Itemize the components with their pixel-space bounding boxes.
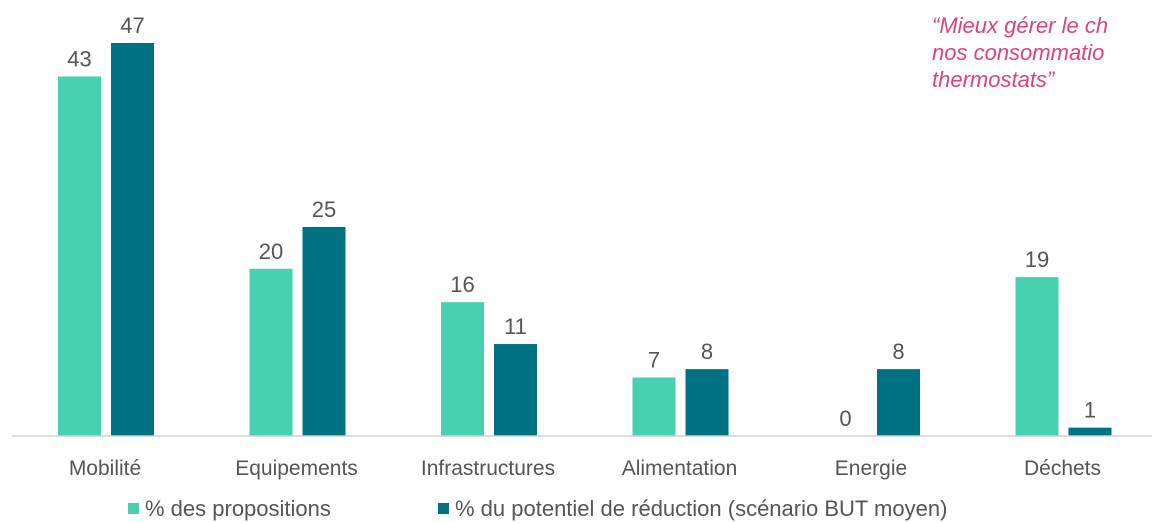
x-tick-label-infrastructures: Infrastructures	[421, 457, 555, 480]
bar-mobilite-series-2	[111, 43, 154, 436]
bar-infrastructures-series-2	[494, 344, 537, 436]
data-label-energie-series-2: 8	[892, 339, 904, 364]
quote-annotation: “Mieux gérer le ch nos consommatio therm…	[932, 12, 1152, 152]
data-label-equipements-series-2: 25	[312, 197, 336, 222]
data-label-energie-series-1: 0	[839, 406, 851, 431]
bar-alimentation-series-1	[632, 377, 676, 436]
data-label-mobilite-series-2: 47	[120, 13, 144, 38]
bar-alimentation-series-2	[685, 369, 729, 436]
bar-dechets-series-1	[1015, 277, 1059, 436]
data-label-alimentation-series-2: 8	[701, 339, 713, 364]
legend-swatch-propositions	[128, 503, 139, 514]
x-tick-labels-group: Mobilité Equipements Infrastructures Alimen…	[69, 457, 1101, 480]
x-tick-label-alimentation: Alimentation	[622, 457, 738, 480]
bar-dechets-series-2	[1068, 427, 1112, 436]
bar-equipements-series-2	[302, 226, 346, 436]
x-tick-label-equipements: Equipements	[235, 457, 358, 480]
x-tick-label-energie: Energie	[835, 457, 907, 480]
bar-infrastructures-series-1	[441, 302, 484, 436]
legend-label-potentiel: % du potentiel de réduction (scénario BU…	[455, 496, 948, 521]
bar-mobilite-series-1	[58, 76, 101, 436]
quote-line-2: nos consommatio	[932, 40, 1105, 65]
legend: % des propositions % du potentiel de réd…	[0, 496, 1152, 522]
legend-item-potentiel: % du potentiel de réduction (scénario BU…	[438, 496, 947, 522]
bars-group	[58, 43, 1112, 436]
data-label-equipements-series-1: 20	[259, 239, 283, 264]
legend-swatch-potentiel	[438, 503, 449, 514]
data-label-infrastructures-series-2: 11	[504, 314, 527, 339]
data-label-dechets-series-1: 19	[1025, 247, 1049, 272]
data-label-infrastructures-series-1: 16	[450, 272, 474, 297]
legend-label-propositions: % des propositions	[145, 496, 331, 521]
x-tick-label-mobilite: Mobilité	[69, 457, 141, 480]
x-tick-label-dechets: Déchets	[1024, 457, 1101, 480]
quote-line-1: “Mieux gérer le ch	[932, 13, 1109, 38]
data-labels-group: 43 47 20 25 16 11 7 8 0 8 19 1	[67, 13, 1096, 431]
legend-item-propositions: % des propositions	[128, 496, 331, 522]
data-label-mobilite-series-1: 43	[67, 46, 91, 71]
bar-energie-series-2	[877, 369, 920, 436]
quote-line-3: thermostats”	[932, 67, 1055, 92]
data-label-alimentation-series-1: 7	[648, 347, 660, 372]
data-label-dechets-series-2: 1	[1084, 398, 1096, 423]
bar-equipements-series-1	[249, 268, 293, 436]
